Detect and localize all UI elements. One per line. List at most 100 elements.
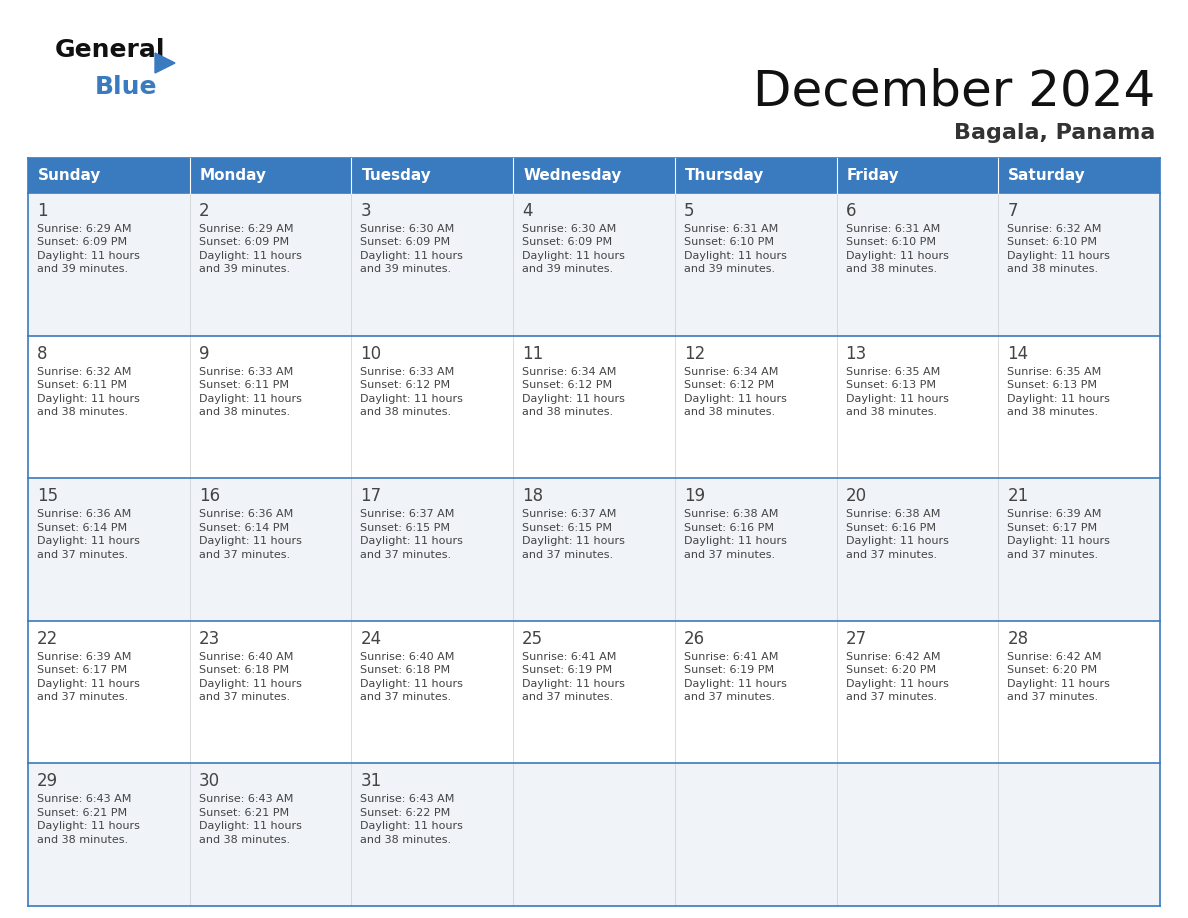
Bar [998,158,1159,193]
Text: Sunrise: 6:40 AM: Sunrise: 6:40 AM [360,652,455,662]
Text: 8: 8 [37,344,48,363]
Text: 1: 1 [37,202,48,220]
Text: Sunrise: 6:38 AM: Sunrise: 6:38 AM [684,509,778,520]
Text: Daylight: 11 hours: Daylight: 11 hours [846,678,948,688]
Text: and 37 minutes.: and 37 minutes. [523,692,613,702]
Text: and 37 minutes.: and 37 minutes. [198,550,290,560]
Text: and 37 minutes.: and 37 minutes. [1007,550,1099,560]
Text: Daylight: 11 hours: Daylight: 11 hours [523,251,625,261]
Text: Sunset: 6:18 PM: Sunset: 6:18 PM [360,666,450,676]
Text: Daylight: 11 hours: Daylight: 11 hours [360,536,463,546]
Text: Sunrise: 6:30 AM: Sunrise: 6:30 AM [360,224,455,234]
Text: Sunset: 6:09 PM: Sunset: 6:09 PM [37,238,127,248]
Bar [190,478,352,621]
Text: 4: 4 [523,202,532,220]
Bar [29,158,190,193]
Text: Daylight: 11 hours: Daylight: 11 hours [1007,536,1110,546]
Bar [352,478,513,621]
Bar [352,336,513,478]
Text: Sunset: 6:21 PM: Sunset: 6:21 PM [198,808,289,818]
Text: and 37 minutes.: and 37 minutes. [684,692,775,702]
Text: 28: 28 [1007,630,1029,648]
Text: 21: 21 [1007,487,1029,505]
Bar [29,621,190,764]
Text: and 37 minutes.: and 37 minutes. [523,550,613,560]
Text: Daylight: 11 hours: Daylight: 11 hours [684,536,786,546]
Bar [675,193,836,336]
Text: Sunrise: 6:39 AM: Sunrise: 6:39 AM [37,652,132,662]
Bar [190,336,352,478]
Text: Sunday: Sunday [38,168,101,183]
Text: Daylight: 11 hours: Daylight: 11 hours [846,251,948,261]
Text: Daylight: 11 hours: Daylight: 11 hours [198,678,302,688]
Text: Daylight: 11 hours: Daylight: 11 hours [684,394,786,404]
Text: 6: 6 [846,202,857,220]
Text: Sunrise: 6:31 AM: Sunrise: 6:31 AM [684,224,778,234]
Bar [675,336,836,478]
Text: 29: 29 [37,772,58,790]
Bar [352,621,513,764]
Text: Sunrise: 6:33 AM: Sunrise: 6:33 AM [198,366,293,376]
Text: Daylight: 11 hours: Daylight: 11 hours [846,394,948,404]
Text: Sunrise: 6:43 AM: Sunrise: 6:43 AM [37,794,132,804]
Text: and 39 minutes.: and 39 minutes. [684,264,775,274]
Text: Sunset: 6:12 PM: Sunset: 6:12 PM [360,380,450,390]
Text: and 37 minutes.: and 37 minutes. [360,692,451,702]
Text: Daylight: 11 hours: Daylight: 11 hours [360,822,463,832]
Text: and 38 minutes.: and 38 minutes. [198,407,290,417]
Text: 26: 26 [684,630,704,648]
Text: Monday: Monday [200,168,267,183]
Text: Sunset: 6:19 PM: Sunset: 6:19 PM [523,666,612,676]
Text: Daylight: 11 hours: Daylight: 11 hours [198,251,302,261]
Bar [513,336,675,478]
Text: Daylight: 11 hours: Daylight: 11 hours [684,678,786,688]
Text: Sunset: 6:09 PM: Sunset: 6:09 PM [198,238,289,248]
Text: 17: 17 [360,487,381,505]
Text: 18: 18 [523,487,543,505]
Polygon shape [154,53,175,73]
Text: Sunrise: 6:40 AM: Sunrise: 6:40 AM [198,652,293,662]
Text: Daylight: 11 hours: Daylight: 11 hours [360,394,463,404]
Text: 3: 3 [360,202,371,220]
Text: Sunset: 6:19 PM: Sunset: 6:19 PM [684,666,775,676]
Bar [998,478,1159,621]
Text: Sunrise: 6:35 AM: Sunrise: 6:35 AM [846,366,940,376]
Text: Wednesday: Wednesday [523,168,621,183]
Text: Sunset: 6:14 PM: Sunset: 6:14 PM [37,522,127,532]
Text: 20: 20 [846,487,867,505]
Bar [29,764,190,906]
Text: Sunset: 6:10 PM: Sunset: 6:10 PM [1007,238,1098,248]
Bar [352,764,513,906]
Text: and 37 minutes.: and 37 minutes. [1007,692,1099,702]
Text: Sunrise: 6:34 AM: Sunrise: 6:34 AM [684,366,778,376]
Text: Tuesday: Tuesday [361,168,431,183]
Text: 12: 12 [684,344,706,363]
Text: and 39 minutes.: and 39 minutes. [198,264,290,274]
Text: and 37 minutes.: and 37 minutes. [846,550,936,560]
Text: Sunrise: 6:42 AM: Sunrise: 6:42 AM [846,652,940,662]
Bar [836,478,998,621]
Bar [675,764,836,906]
Text: and 38 minutes.: and 38 minutes. [846,264,936,274]
Text: 22: 22 [37,630,58,648]
Bar [513,158,675,193]
Text: Daylight: 11 hours: Daylight: 11 hours [523,536,625,546]
Text: Sunrise: 6:41 AM: Sunrise: 6:41 AM [523,652,617,662]
Text: Sunset: 6:10 PM: Sunset: 6:10 PM [684,238,773,248]
Text: 31: 31 [360,772,381,790]
Text: Sunset: 6:12 PM: Sunset: 6:12 PM [523,380,612,390]
Text: Sunset: 6:18 PM: Sunset: 6:18 PM [198,666,289,676]
Text: and 39 minutes.: and 39 minutes. [523,264,613,274]
Text: Sunrise: 6:42 AM: Sunrise: 6:42 AM [1007,652,1101,662]
Bar [29,336,190,478]
Text: Sunrise: 6:41 AM: Sunrise: 6:41 AM [684,652,778,662]
Text: Sunset: 6:20 PM: Sunset: 6:20 PM [1007,666,1098,676]
Bar [352,193,513,336]
Text: Daylight: 11 hours: Daylight: 11 hours [523,394,625,404]
Bar [513,478,675,621]
Text: and 38 minutes.: and 38 minutes. [37,834,128,845]
Text: 27: 27 [846,630,867,648]
Text: and 39 minutes.: and 39 minutes. [360,264,451,274]
Text: Sunrise: 6:43 AM: Sunrise: 6:43 AM [360,794,455,804]
Text: Sunrise: 6:35 AM: Sunrise: 6:35 AM [1007,366,1101,376]
